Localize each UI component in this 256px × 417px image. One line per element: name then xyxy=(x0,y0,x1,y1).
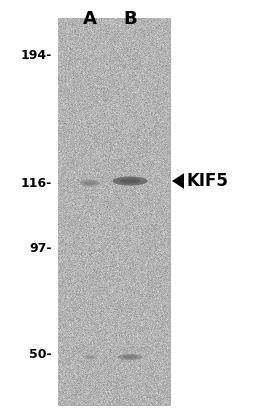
Ellipse shape xyxy=(120,179,141,183)
Ellipse shape xyxy=(123,356,137,359)
Ellipse shape xyxy=(112,176,147,186)
Ellipse shape xyxy=(83,354,97,359)
Bar xyxy=(58,18,170,405)
Text: 116-: 116- xyxy=(21,176,52,189)
Text: KIF5: KIF5 xyxy=(186,172,228,190)
Ellipse shape xyxy=(84,181,96,185)
Text: 194-: 194- xyxy=(21,48,52,61)
Ellipse shape xyxy=(86,356,94,358)
Text: A: A xyxy=(83,10,97,28)
Text: B: B xyxy=(123,10,137,28)
Text: 50-: 50- xyxy=(29,349,52,362)
Text: 97-: 97- xyxy=(29,241,52,254)
Polygon shape xyxy=(172,173,184,189)
Ellipse shape xyxy=(80,179,100,186)
Ellipse shape xyxy=(118,354,143,360)
